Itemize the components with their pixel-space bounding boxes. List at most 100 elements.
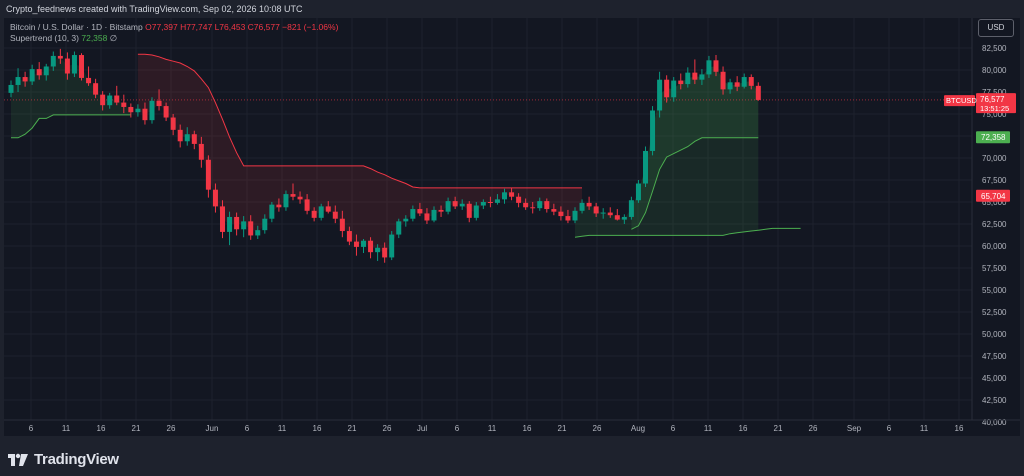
countdown-text: 13:51:25 (980, 104, 1009, 113)
candle-bullish (431, 209, 437, 221)
candle-bullish (628, 200, 634, 217)
candlestick-chart[interactable]: 6 11 16 21 26 Jun 6 11 16 21 26 Jul 6 11 16 21 26 Aug 6 11 1… (0, 0, 1024, 440)
y-tick-label: 70,000 (982, 154, 1007, 163)
candle-bullish (43, 66, 49, 76)
candle-bearish (586, 202, 592, 207)
x-tick-label: 16 (523, 424, 532, 433)
candle-bearish (290, 194, 296, 197)
x-tick-label: 16 (313, 424, 322, 433)
x-tick-label: 11 (920, 424, 929, 433)
x-tick-label: Jul (417, 424, 427, 433)
supertrend-up-line (631, 137, 759, 230)
candle-bullish (480, 202, 486, 206)
supertrend-down-price-tag (976, 189, 1010, 202)
candle-bullish (706, 60, 712, 75)
legend-indicator-value: 72,358 (81, 33, 108, 43)
candle-bearish (100, 94, 106, 106)
candle-bearish (346, 231, 352, 242)
candle-bearish (332, 211, 338, 219)
candle-bullish (396, 221, 402, 235)
x-tick-label: 6 (455, 424, 460, 433)
y-tick-label: 42,500 (982, 396, 1007, 405)
y-tick-label: 57,500 (982, 264, 1007, 273)
candle-bearish (234, 216, 240, 230)
candle-bearish (128, 106, 134, 113)
candle-bearish (311, 210, 317, 218)
supertrend-fill (11, 57, 131, 138)
candle-bullish (361, 240, 366, 247)
candle-bullish (459, 203, 465, 207)
supertrend-down-line (137, 53, 582, 189)
legend-indicator-name: Supertrend (10, 3) (10, 33, 79, 43)
last-price-tag-text: 76,577 (980, 95, 1005, 104)
x-tick-label: 6 (245, 424, 250, 433)
x-tick-label: 11 (278, 424, 287, 433)
candle-bullish (262, 218, 268, 231)
supertrend-up-line (574, 227, 801, 238)
candle-bullish (643, 150, 648, 184)
x-tick-label: 11 (62, 424, 71, 433)
candle-bearish (382, 247, 388, 258)
candle-bullish (494, 199, 500, 203)
candle-bearish (424, 213, 430, 221)
x-tick-label: 21 (774, 424, 783, 433)
legend-symbol: Bitcoin / U.S. Dollar · 1D · Bitstamp (10, 22, 143, 32)
y-tick-label: 80,000 (982, 66, 1007, 75)
tradingview-logo[interactable]: TradingView (8, 450, 119, 468)
candle-bullish (227, 216, 233, 232)
candle-bearish (212, 189, 218, 207)
currency-button[interactable]: USD (978, 19, 1014, 37)
candle-bullish (50, 55, 56, 67)
candle-bearish (121, 102, 127, 107)
caption-bar: Crypto_feednews created with TradingView… (0, 0, 1024, 18)
candle-bearish (339, 218, 345, 232)
candle-bearish (452, 201, 458, 207)
candle-bearish (64, 58, 70, 74)
candle-bullish (375, 247, 381, 253)
brand-name: TradingView (34, 450, 119, 468)
candle-bearish (417, 209, 423, 214)
y-tick-label: 60,000 (982, 242, 1007, 251)
candle-bullish (107, 95, 113, 106)
candle-bearish (438, 209, 444, 212)
candle-bearish (220, 206, 225, 232)
candle-bearish (297, 196, 303, 200)
candle-bearish (713, 60, 719, 72)
x-tick-label: 21 (558, 424, 567, 433)
candle-bearish (163, 106, 169, 118)
candle-bullish (650, 110, 656, 151)
candle-bullish (318, 206, 324, 218)
legend-indicator-extra: ∅ (109, 33, 118, 43)
legend-symbol-row[interactable]: Bitcoin / U.S. Dollar · 1D · Bitstamp O7… (10, 22, 338, 32)
candle-bullish (671, 80, 677, 98)
footer-bar: TradingView (0, 440, 1024, 476)
candle-bearish (304, 199, 310, 211)
candle-bearish (79, 55, 84, 78)
x-tick-label: 26 (809, 424, 818, 433)
y-tick-label: 47,500 (982, 352, 1007, 361)
candle-bullish (135, 108, 141, 113)
candle-bullish (741, 77, 747, 87)
y-tick-label: 50,000 (982, 330, 1007, 339)
x-tick-label: 26 (383, 424, 392, 433)
candle-bearish (93, 83, 99, 95)
x-tick-label: 11 (488, 424, 497, 433)
candle-bullish (579, 202, 585, 211)
x-tick-label: 11 (704, 424, 713, 433)
candle-bearish (692, 72, 698, 80)
candle-bearish (523, 202, 529, 208)
legend-indicator-row[interactable]: Supertrend (10, 3) 72,358 ∅ (10, 33, 117, 44)
candle-bearish (678, 80, 684, 85)
candle-bearish (734, 82, 740, 87)
chart-frame[interactable] (4, 18, 1020, 436)
supertrend-up-line (11, 114, 131, 139)
candle-bearish (205, 159, 211, 190)
legend-ohlc: O77,397 H77,747 L76,453 C76,577 −821 (−1… (145, 22, 339, 32)
candle-bullish (15, 77, 21, 85)
candle-bullish (241, 221, 247, 230)
candle-bearish (248, 221, 254, 236)
candle-bullish (473, 205, 479, 218)
caption-text: Crypto_feednews created with TradingView… (6, 4, 303, 14)
y-tick-label: 45,000 (982, 374, 1007, 383)
supertrend-fill (575, 66, 759, 238)
